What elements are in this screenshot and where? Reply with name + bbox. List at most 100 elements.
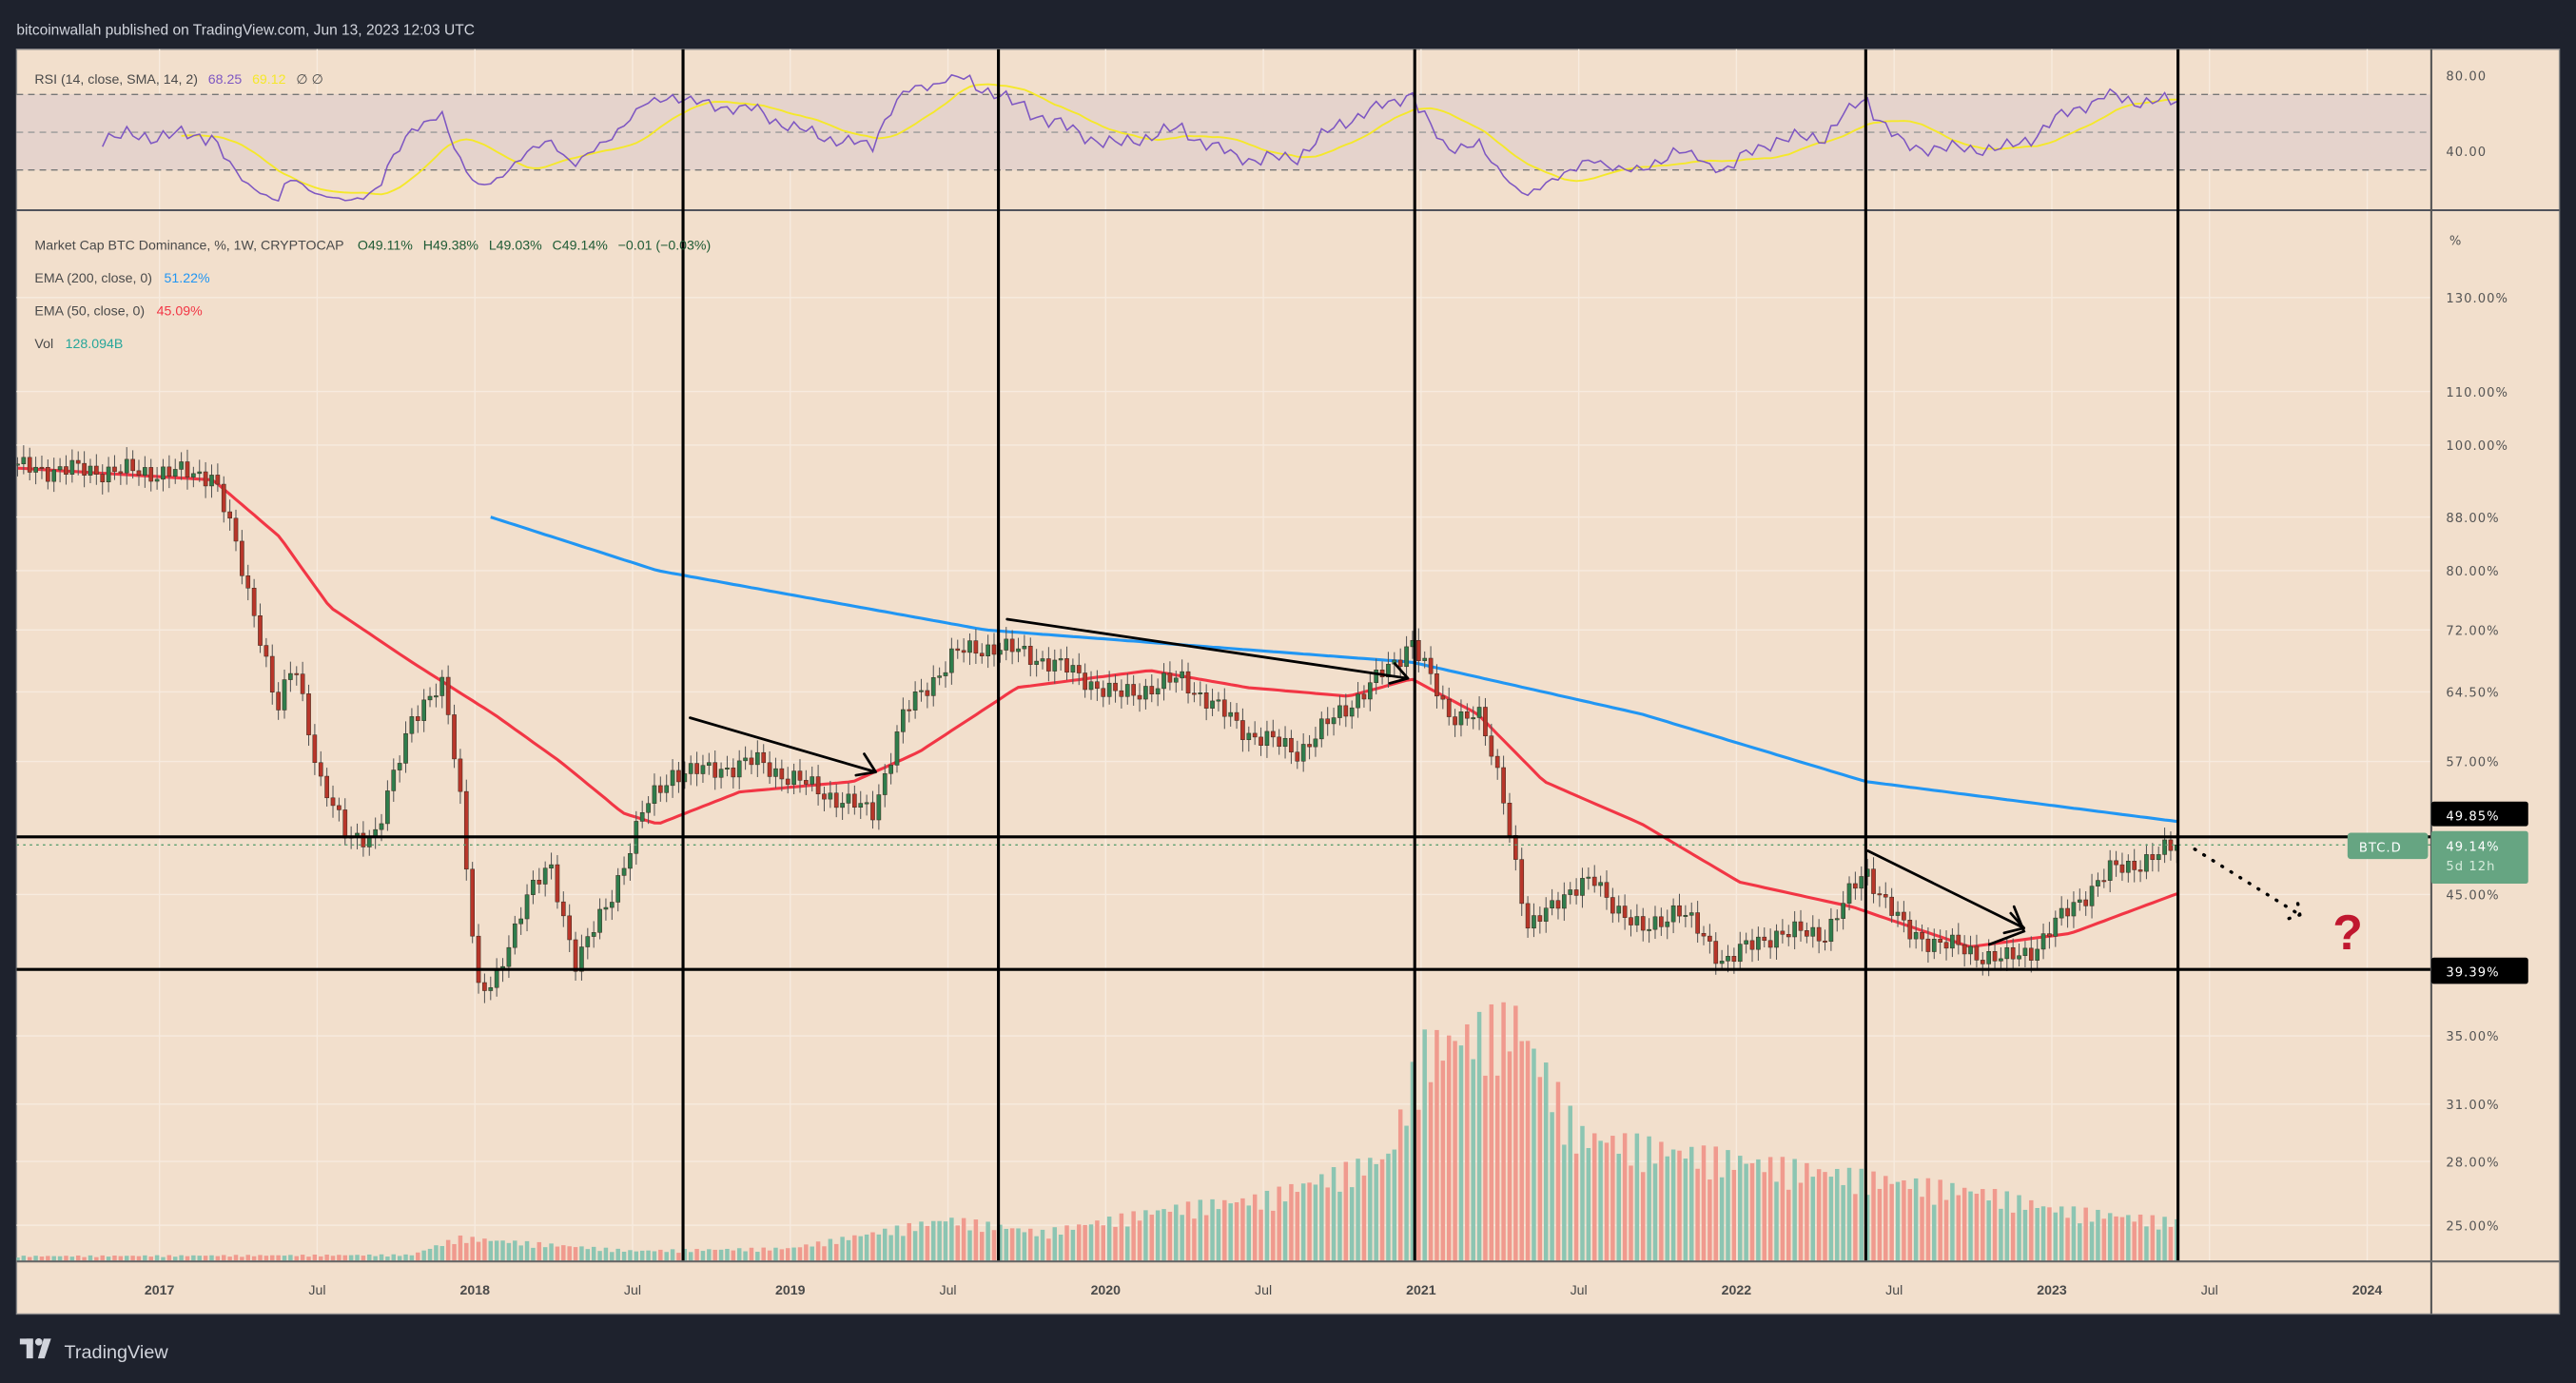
volume-bar [2017, 1195, 2021, 1262]
candle-up [937, 675, 942, 678]
volume-bar [1228, 1203, 1233, 1262]
time-tick-label: Jul [939, 1283, 956, 1298]
vertical-lines[interactable] [681, 49, 2180, 1262]
volume-bar [912, 1231, 918, 1262]
candle-down [112, 466, 117, 473]
volume-bar [397, 1256, 402, 1262]
volume-bar [1046, 1238, 1051, 1262]
candle-down [2028, 947, 2034, 961]
candle-up [2053, 917, 2059, 937]
volume-bar [2029, 1199, 2034, 1262]
volume-bar [1665, 1156, 1669, 1262]
volume-bar [1295, 1192, 1300, 1262]
ema200-legend-label: EMA (200, close, 0) [34, 271, 152, 286]
candle-down [1677, 905, 1682, 917]
candle-down [1871, 868, 1876, 894]
volume-bar [361, 1256, 366, 1262]
ema50-legend-label: EMA (50, close, 0) [34, 304, 145, 320]
volume-bar [773, 1247, 778, 1262]
volume-bar [1458, 1045, 1464, 1262]
symbol-tag [2347, 832, 2429, 860]
volume-bar [355, 1255, 360, 1262]
candle-up [88, 465, 93, 476]
candle-down [991, 644, 997, 655]
candle-down [2114, 860, 2118, 866]
volume-bar [700, 1251, 706, 1262]
volume-bar [251, 1256, 257, 1262]
candle-up [197, 471, 203, 475]
candle-up [1580, 878, 1585, 896]
trend-arrow-2018[interactable] [689, 716, 877, 777]
drawings[interactable]: ? [16, 49, 2431, 1262]
candle-up [106, 466, 111, 482]
ohlc-close: C49.14% [553, 238, 609, 253]
volume-bar [1040, 1229, 1045, 1262]
volume-bar [815, 1241, 821, 1262]
candle-down [925, 690, 930, 696]
candle-up [1968, 945, 1973, 955]
candle-up [288, 672, 293, 680]
candle-up [591, 932, 596, 937]
candle-up [2059, 907, 2064, 919]
volume-bar [348, 1255, 354, 1262]
candle-down [761, 751, 767, 764]
volume-bar [1349, 1187, 1355, 1262]
candle-down [1397, 659, 1403, 668]
candle-down [1446, 698, 1452, 717]
candle-up [736, 760, 742, 778]
candle-up [652, 785, 657, 804]
volume-bar [136, 1256, 142, 1262]
tradingview-logo[interactable]: TradingView [19, 1338, 168, 1363]
candle-down [961, 650, 966, 653]
volume-bar [749, 1247, 754, 1262]
volume-bar [191, 1255, 196, 1262]
volume-bar [1986, 1200, 1991, 1262]
volume-bar [324, 1255, 329, 1262]
time-axis[interactable]: 2017 Jul 2018 Jul 2019 Jul 2020 Jul 2021 Jul 2022 J… [16, 1260, 2560, 1298]
candle-down [324, 775, 329, 799]
volume-bar [1562, 1144, 1567, 1262]
candle-down [1453, 716, 1457, 726]
reversal-arrow-2022[interactable] [1987, 905, 2026, 946]
main-pane[interactable] [15, 445, 2431, 1262]
candle-up [1155, 688, 1161, 694]
volume-bar [888, 1235, 893, 1262]
candle-down [251, 588, 257, 616]
volume-bar [743, 1251, 748, 1262]
volume-bar [585, 1249, 591, 1262]
volume-bar [731, 1250, 736, 1262]
volume-bar [2101, 1218, 2107, 1262]
price-axis[interactable]: % 130.00% 110.00% 100.00% 88.00% 80.00% 72.00… [2347, 49, 2528, 1315]
candle-down [2119, 864, 2125, 873]
volume-bar [427, 1248, 433, 1262]
ohlc-open: O49.11% [358, 238, 413, 253]
volume-bar [1222, 1199, 1227, 1262]
volume-bar [1756, 1159, 1761, 1262]
volume-bar [2156, 1229, 2161, 1262]
volume-bar [943, 1221, 948, 1262]
candle-down [1064, 658, 1069, 673]
candle-up [1356, 693, 1360, 709]
candle-down [1701, 932, 1707, 937]
time-tick-label: Jul [624, 1283, 641, 1298]
candle-up [949, 648, 954, 673]
volume-bar [1823, 1172, 1827, 1262]
candle-down [1629, 917, 1633, 925]
candle-up [646, 803, 651, 813]
trend-arrow-2019[interactable] [1005, 617, 1410, 685]
price-tick-label: 64.50% [2446, 687, 2499, 701]
projection-dotted-arrow[interactable] [2193, 847, 2302, 924]
candle-down [476, 935, 481, 984]
candle-up [858, 803, 864, 808]
candle-down [1119, 690, 1124, 697]
rsi-pane[interactable]: RSI (14, close, SMA, 14, 2) 68.25 69.12 … [16, 72, 2431, 203]
candle-down [1640, 916, 1646, 931]
volume-bar [573, 1247, 578, 1262]
candle-down [676, 769, 681, 783]
volume-bar [1846, 1167, 1852, 1262]
volume-bar [1009, 1228, 1015, 1262]
rsi-tick-label: 40.00 [2446, 146, 2487, 160]
price-tick-label: 130.00% [2446, 292, 2508, 306]
price-tick-label: 88.00% [2446, 512, 2499, 526]
